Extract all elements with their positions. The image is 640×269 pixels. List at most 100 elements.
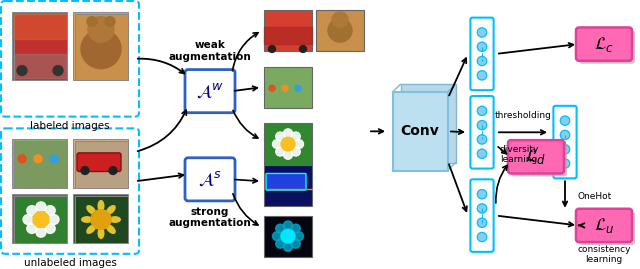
Bar bbox=[12, 139, 67, 188]
Bar bbox=[316, 10, 364, 51]
Bar bbox=[73, 12, 128, 80]
Text: Conv: Conv bbox=[401, 124, 440, 138]
Circle shape bbox=[109, 167, 117, 174]
Circle shape bbox=[284, 243, 292, 251]
Text: labeled images: labeled images bbox=[30, 121, 110, 130]
FancyBboxPatch shape bbox=[185, 158, 235, 201]
Circle shape bbox=[477, 190, 486, 199]
Text: strong
augmentation: strong augmentation bbox=[168, 207, 252, 228]
Circle shape bbox=[281, 229, 295, 243]
Circle shape bbox=[27, 206, 37, 215]
Text: unlabeled images: unlabeled images bbox=[24, 258, 116, 268]
Bar bbox=[264, 165, 312, 206]
Bar bbox=[14, 196, 67, 243]
Ellipse shape bbox=[106, 205, 116, 215]
Bar bbox=[73, 194, 128, 243]
Circle shape bbox=[284, 221, 292, 230]
Circle shape bbox=[27, 224, 37, 233]
Text: weak
augmentation: weak augmentation bbox=[168, 40, 252, 62]
Circle shape bbox=[291, 239, 300, 248]
Circle shape bbox=[81, 29, 121, 69]
Bar bbox=[12, 12, 67, 80]
Circle shape bbox=[284, 150, 292, 159]
Text: thresholding: thresholding bbox=[495, 111, 552, 119]
Circle shape bbox=[561, 159, 570, 168]
FancyBboxPatch shape bbox=[579, 30, 635, 64]
Circle shape bbox=[36, 227, 46, 237]
Ellipse shape bbox=[97, 227, 104, 239]
Circle shape bbox=[332, 12, 348, 27]
Circle shape bbox=[477, 56, 486, 66]
Circle shape bbox=[477, 71, 486, 80]
Circle shape bbox=[282, 85, 288, 91]
FancyBboxPatch shape bbox=[508, 140, 564, 174]
Circle shape bbox=[269, 85, 275, 91]
Ellipse shape bbox=[109, 216, 121, 223]
Circle shape bbox=[561, 130, 570, 140]
Bar bbox=[264, 123, 312, 165]
Circle shape bbox=[91, 210, 111, 229]
Bar bbox=[75, 196, 128, 243]
FancyBboxPatch shape bbox=[579, 212, 635, 245]
FancyBboxPatch shape bbox=[266, 174, 306, 190]
Text: $\mathcal{A}^w$: $\mathcal{A}^w$ bbox=[196, 82, 224, 100]
Text: consistency
learning: consistency learning bbox=[577, 245, 631, 264]
FancyBboxPatch shape bbox=[576, 209, 632, 242]
Circle shape bbox=[281, 137, 295, 151]
Circle shape bbox=[295, 85, 301, 91]
Bar bbox=[73, 139, 128, 188]
Circle shape bbox=[87, 17, 97, 26]
FancyBboxPatch shape bbox=[576, 27, 632, 61]
Circle shape bbox=[276, 132, 285, 141]
Text: diversity
learning: diversity learning bbox=[499, 145, 539, 164]
Circle shape bbox=[477, 106, 486, 115]
Bar bbox=[264, 215, 312, 257]
Circle shape bbox=[45, 206, 55, 215]
Circle shape bbox=[36, 202, 46, 212]
Circle shape bbox=[50, 155, 58, 163]
Circle shape bbox=[477, 42, 486, 51]
Circle shape bbox=[477, 204, 486, 213]
Circle shape bbox=[34, 155, 42, 163]
Bar bbox=[75, 14, 128, 80]
Ellipse shape bbox=[106, 224, 116, 234]
Circle shape bbox=[477, 218, 486, 227]
Circle shape bbox=[294, 140, 303, 148]
FancyBboxPatch shape bbox=[401, 84, 456, 163]
Circle shape bbox=[477, 121, 486, 130]
FancyBboxPatch shape bbox=[470, 179, 493, 252]
FancyBboxPatch shape bbox=[185, 70, 235, 113]
Bar bbox=[14, 14, 67, 80]
Circle shape bbox=[23, 215, 33, 224]
Circle shape bbox=[88, 17, 114, 42]
Circle shape bbox=[81, 167, 89, 174]
Circle shape bbox=[33, 212, 49, 227]
Circle shape bbox=[561, 116, 570, 125]
Text: $\mathcal{L}_u$: $\mathcal{L}_u$ bbox=[594, 216, 614, 235]
Circle shape bbox=[291, 147, 300, 156]
Circle shape bbox=[291, 224, 300, 233]
Circle shape bbox=[276, 147, 285, 156]
Text: $\mathcal{L}_d$: $\mathcal{L}_d$ bbox=[525, 147, 547, 166]
Circle shape bbox=[273, 140, 282, 148]
Text: $\mathcal{L}_c$: $\mathcal{L}_c$ bbox=[594, 35, 614, 54]
Circle shape bbox=[477, 232, 486, 242]
Bar bbox=[264, 10, 312, 51]
Circle shape bbox=[105, 17, 115, 26]
Circle shape bbox=[273, 232, 282, 240]
Circle shape bbox=[477, 28, 486, 37]
Circle shape bbox=[276, 224, 285, 233]
Bar bbox=[12, 194, 67, 243]
Circle shape bbox=[269, 45, 275, 52]
Text: $\mathcal{A}^s$: $\mathcal{A}^s$ bbox=[198, 170, 222, 189]
Ellipse shape bbox=[86, 205, 96, 215]
FancyBboxPatch shape bbox=[511, 143, 567, 176]
Circle shape bbox=[284, 129, 292, 138]
Ellipse shape bbox=[86, 224, 96, 234]
Bar bbox=[14, 141, 67, 188]
Ellipse shape bbox=[97, 200, 104, 212]
FancyBboxPatch shape bbox=[77, 153, 121, 172]
Circle shape bbox=[17, 66, 27, 76]
Circle shape bbox=[328, 19, 352, 42]
Circle shape bbox=[300, 45, 307, 52]
